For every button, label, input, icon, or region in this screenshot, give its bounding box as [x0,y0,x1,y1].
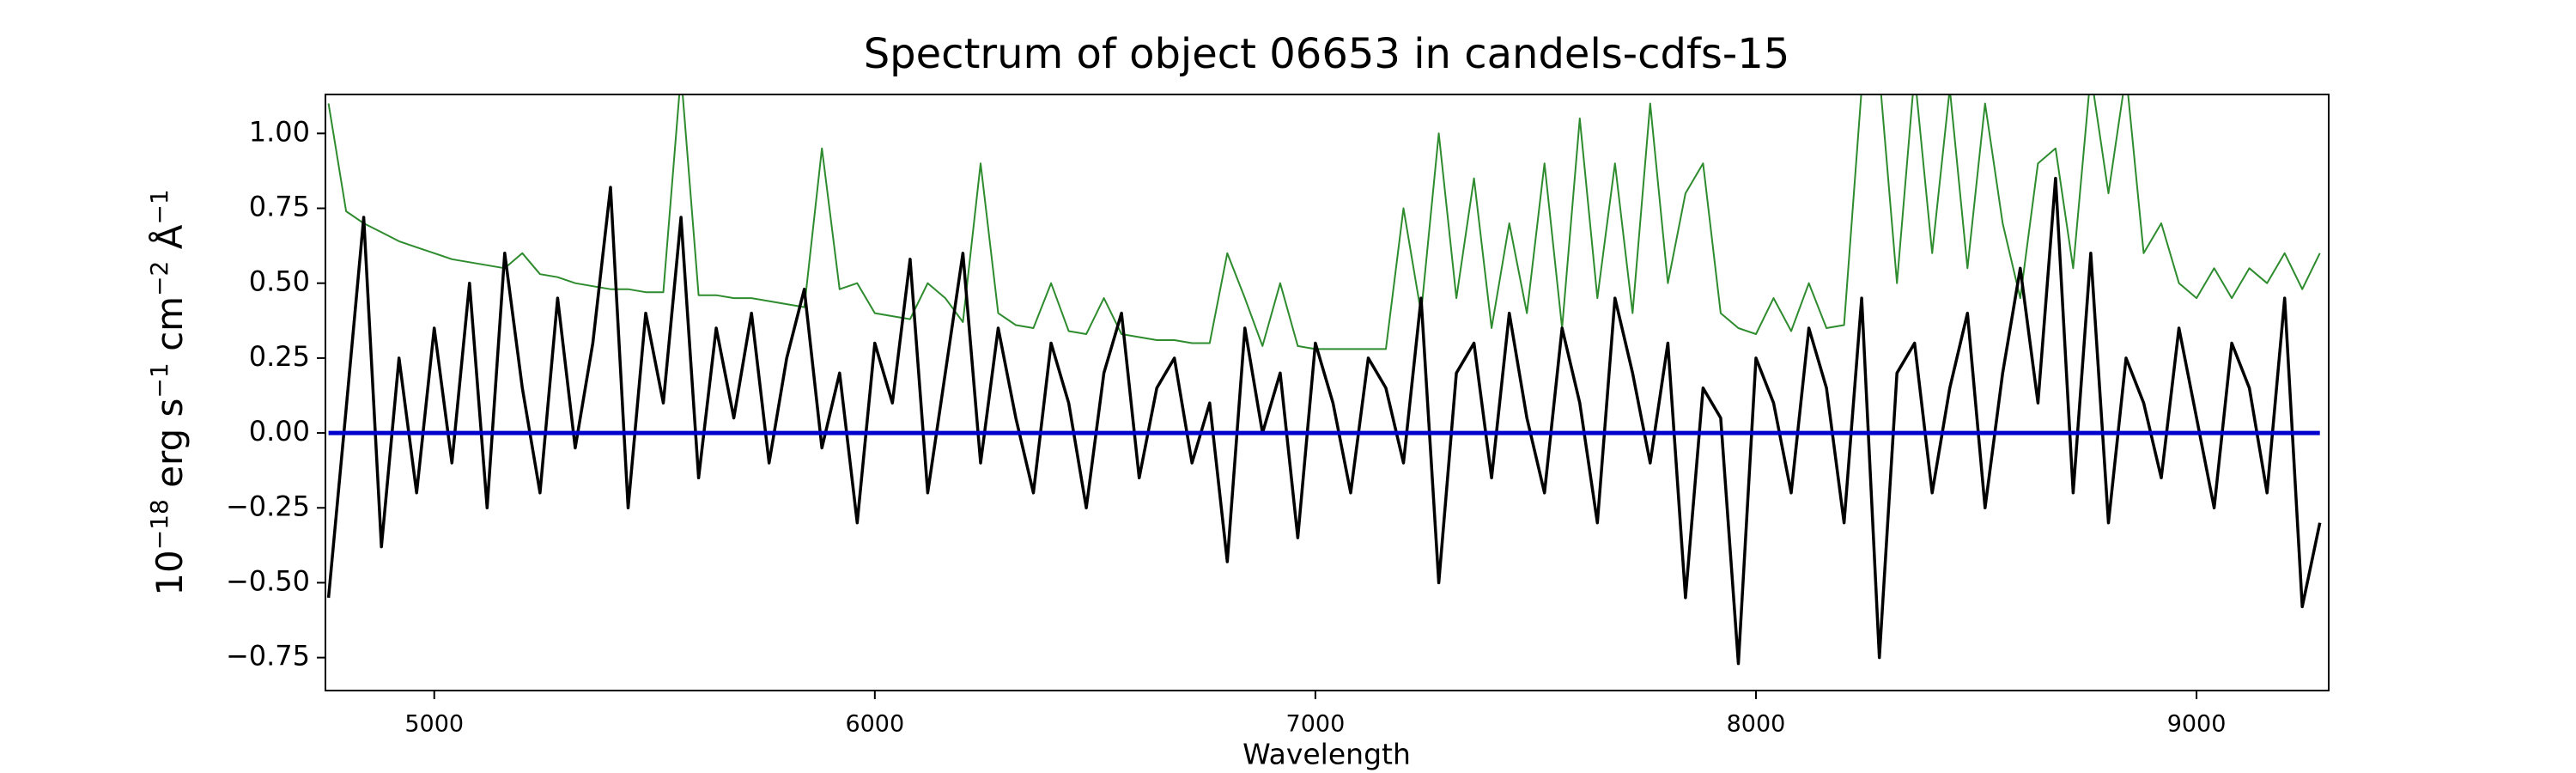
y-label-sup: −2 [145,261,173,296]
x-tick-label: 7000 [1286,711,1346,738]
y-axis-label: 10−18 erg s−1 cm−2 Å−1 [145,189,190,595]
y-tick-label: 0.75 [249,191,310,223]
y-tick-label: 1.00 [249,115,310,148]
spectrum-line [327,94,2321,350]
plot-frame [325,94,2330,691]
y-label-part: Å [148,224,191,260]
y-tick-label: −0.50 [226,564,310,597]
x-tick-label: 5000 [404,711,464,738]
x-axis-label: Wavelength [1242,738,1411,771]
y-tick-label: −0.75 [226,640,310,673]
y-tick-label: 0.50 [249,265,310,298]
y-label-sup: −1 [145,362,173,398]
chart-title: Spectrum of object 06653 in candels-cdfs… [864,30,1790,78]
x-tick-label: 9000 [2167,711,2227,738]
y-label-part: 10 [149,550,191,595]
x-tick-label: 6000 [845,711,904,738]
y-tick-label: 0.25 [249,340,310,373]
y-tick-label: 0.00 [249,415,310,447]
y-tick-label: −0.25 [226,490,310,522]
y-label-part: erg s [149,399,191,500]
spectrum-line [326,176,2322,666]
y-label-sup: −18 [145,499,173,550]
x-tick-label: 8000 [1727,711,1786,738]
y-label-part: cm [149,296,191,362]
plot-area [326,94,2322,666]
y-label-sup: −1 [145,189,173,224]
